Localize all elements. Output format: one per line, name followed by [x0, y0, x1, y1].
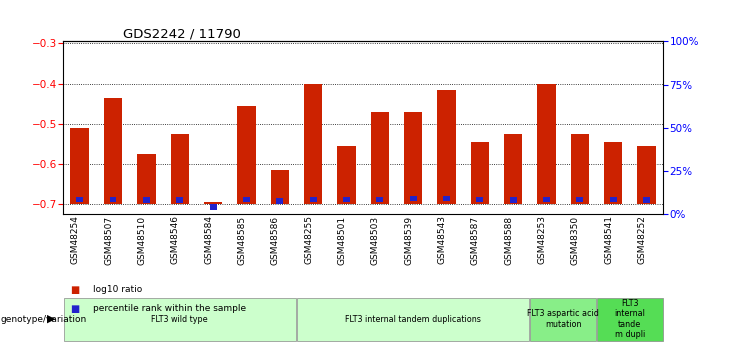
Text: GSM48584: GSM48584	[204, 216, 213, 265]
Bar	[604, 142, 622, 204]
Bar	[504, 134, 522, 204]
Bar	[276, 198, 283, 204]
Text: GSM48501: GSM48501	[337, 216, 347, 265]
Bar	[210, 204, 216, 210]
Text: GSM48503: GSM48503	[370, 216, 380, 265]
Text: GSM48543: GSM48543	[437, 216, 446, 265]
Bar	[104, 98, 122, 204]
Bar	[337, 146, 356, 204]
Text: FLT3 wild type: FLT3 wild type	[151, 315, 208, 324]
Bar	[70, 128, 89, 204]
Bar	[610, 197, 617, 202]
Bar	[204, 202, 222, 204]
Bar	[571, 134, 589, 204]
Bar	[543, 197, 550, 202]
Bar	[471, 142, 489, 204]
Bar	[576, 197, 583, 202]
Bar	[404, 111, 422, 204]
Bar	[410, 196, 416, 201]
FancyBboxPatch shape	[297, 298, 529, 341]
Bar	[643, 197, 650, 203]
Text: GDS2242 / 11790: GDS2242 / 11790	[123, 27, 241, 40]
Text: ■: ■	[70, 285, 79, 295]
Text: GSM48510: GSM48510	[137, 216, 146, 265]
FancyBboxPatch shape	[531, 298, 596, 341]
Text: ■: ■	[70, 304, 79, 314]
Bar	[476, 197, 483, 202]
Bar	[243, 197, 250, 202]
Bar	[343, 197, 350, 202]
Text: GSM48546: GSM48546	[170, 216, 179, 265]
Text: FLT3 internal tandem duplications: FLT3 internal tandem duplications	[345, 315, 481, 324]
Bar	[443, 196, 450, 201]
Text: GSM48254: GSM48254	[70, 216, 80, 264]
Bar	[137, 154, 156, 204]
Bar	[143, 197, 150, 203]
Text: GSM48253: GSM48253	[537, 216, 546, 265]
Bar	[370, 111, 389, 204]
Bar	[304, 83, 322, 204]
Bar	[537, 83, 556, 204]
Text: GSM48586: GSM48586	[270, 216, 279, 265]
FancyBboxPatch shape	[64, 298, 296, 341]
Text: GSM48585: GSM48585	[237, 216, 246, 265]
Bar	[170, 134, 189, 204]
Bar	[237, 106, 256, 204]
Bar	[76, 197, 83, 202]
Bar	[376, 197, 383, 202]
FancyBboxPatch shape	[597, 298, 662, 341]
Text: genotype/variation: genotype/variation	[1, 315, 87, 324]
Text: FLT3 aspartic acid
mutation: FLT3 aspartic acid mutation	[528, 309, 599, 329]
Text: GSM48588: GSM48588	[504, 216, 513, 265]
Bar	[437, 90, 456, 204]
Text: GSM48539: GSM48539	[404, 216, 413, 265]
Text: log10 ratio: log10 ratio	[93, 285, 142, 294]
Text: GSM48255: GSM48255	[304, 216, 313, 265]
Bar	[270, 170, 289, 204]
Text: GSM48350: GSM48350	[571, 216, 579, 265]
Bar	[510, 197, 516, 203]
Text: ▶: ▶	[47, 314, 56, 324]
Text: GSM48587: GSM48587	[471, 216, 480, 265]
Bar	[310, 197, 316, 202]
Text: percentile rank within the sample: percentile rank within the sample	[93, 304, 246, 313]
Text: FLT3
internal
tande
m dupli: FLT3 internal tande m dupli	[614, 299, 645, 339]
Bar	[637, 146, 656, 204]
Bar	[110, 197, 116, 202]
Text: GSM48507: GSM48507	[104, 216, 113, 265]
Text: GSM48541: GSM48541	[604, 216, 614, 265]
Bar	[176, 197, 183, 203]
Text: GSM48252: GSM48252	[637, 216, 646, 264]
